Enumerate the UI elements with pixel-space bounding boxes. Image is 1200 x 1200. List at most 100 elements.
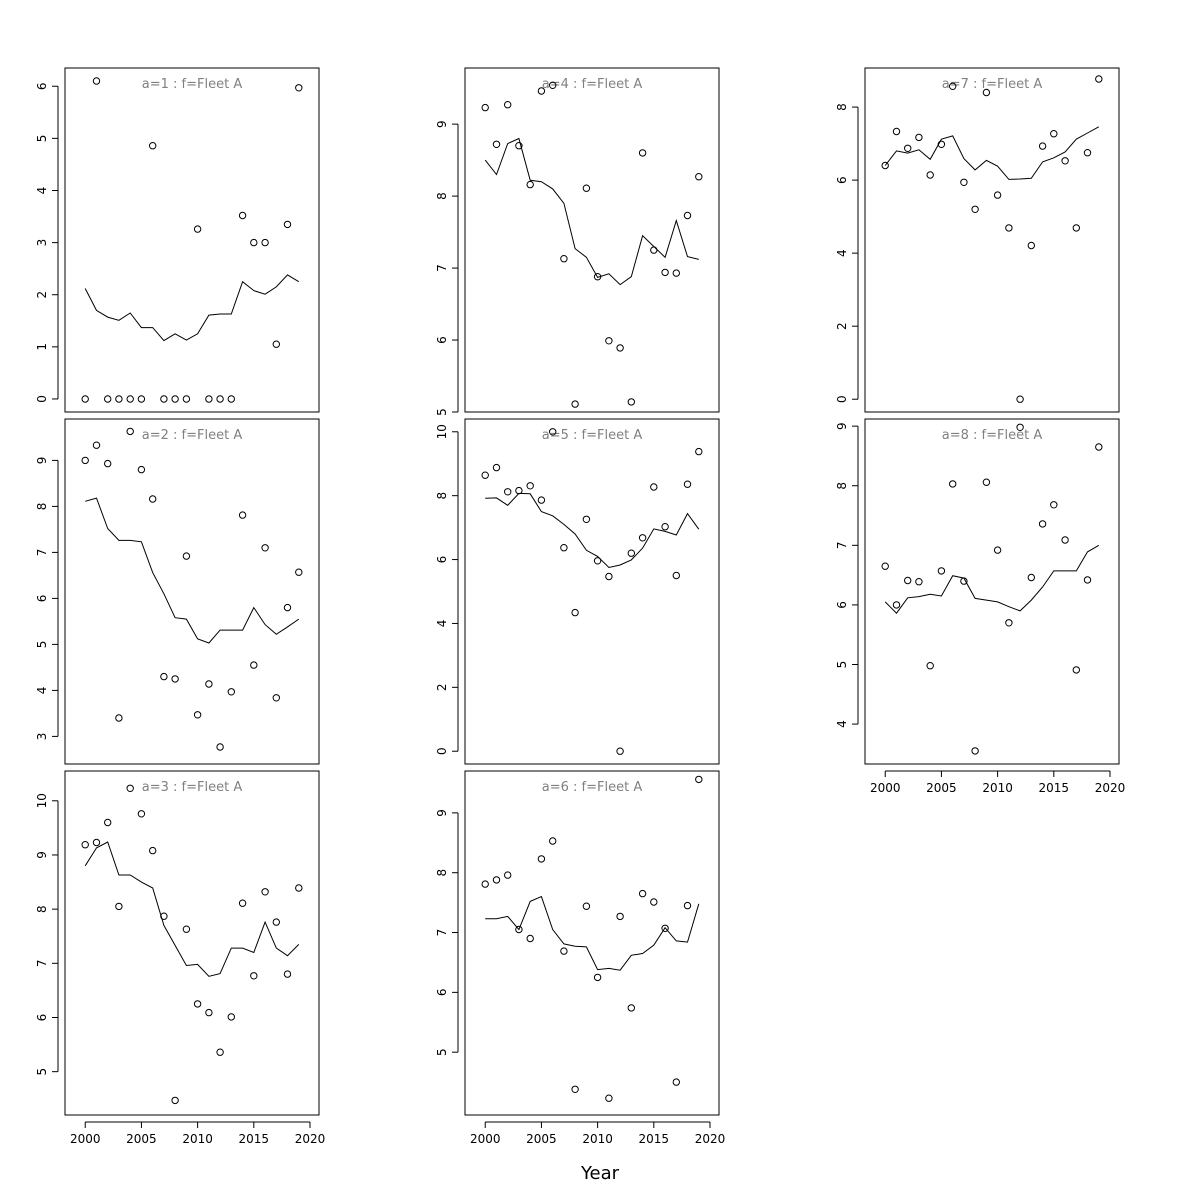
data-point <box>126 427 134 436</box>
data-point <box>672 571 680 580</box>
data-point <box>526 482 534 490</box>
panel-title: a=7 : f=Fleet A <box>942 77 1043 92</box>
data-point <box>605 1094 613 1102</box>
data-point <box>537 855 546 863</box>
y-tick-label: 8 <box>435 869 449 877</box>
data-point <box>160 672 168 681</box>
y-tick-label: 6 <box>435 989 449 997</box>
panel-title: a=2 : f=Fleet A <box>142 428 243 443</box>
data-point <box>993 191 1002 199</box>
panel-frame <box>464 770 720 1116</box>
data-point <box>526 934 534 943</box>
data-point <box>227 1013 236 1021</box>
data-point <box>504 871 512 879</box>
x-tick-label: 2015 <box>239 1132 270 1146</box>
panel-8: 4 5 6 7 8 9 a=8 : f=Fleet A 2000 2005 2010 2015 202… <box>835 418 1125 795</box>
data-point <box>937 567 946 575</box>
panel-5: 0 2 4 6 8 10 a=5 : f=Fleet A <box>435 418 720 765</box>
data-point <box>1050 130 1058 138</box>
data-point <box>904 576 912 585</box>
data-point <box>1027 241 1036 250</box>
y-tick-label: 4 <box>435 620 449 628</box>
y-tick-label: 6 <box>35 1014 49 1022</box>
y-tick-label: 8 <box>835 103 849 111</box>
data-point <box>261 888 269 896</box>
data-point <box>881 161 889 170</box>
data-point <box>960 577 968 585</box>
data-point <box>904 144 912 153</box>
y-tick-label: 5 <box>35 135 49 143</box>
data-point <box>205 680 213 688</box>
data-point <box>1095 443 1103 451</box>
y-tick-label: 9 <box>435 120 449 128</box>
data-point <box>526 180 534 189</box>
y-tick-label: 4 <box>835 720 849 728</box>
data-point <box>650 483 658 491</box>
panel-title: a=3 : f=Fleet A <box>142 780 243 795</box>
data-point <box>661 268 669 277</box>
y-tick-label: 1 <box>35 343 49 351</box>
x-tick-label: 2010 <box>582 1132 613 1146</box>
fitted-line <box>84 274 300 342</box>
panel-7: 0 2 4 6 8 a=7 : f=Fleet A <box>835 67 1120 413</box>
data-point <box>193 1000 202 1008</box>
data-point <box>227 395 236 403</box>
x-tick-label: 2015 <box>639 1132 670 1146</box>
panel-6: 5 6 7 8 9 a=6 : f=Fleet A 2000 2005 2010 2015 2020 <box>435 770 725 1146</box>
data-point <box>182 552 191 560</box>
y-tick-label: 5 <box>35 1068 49 1076</box>
data-point <box>227 688 236 696</box>
data-point <box>695 447 703 456</box>
data-point <box>115 395 123 403</box>
data-point <box>137 465 146 474</box>
x-tick-label: 2010 <box>982 781 1013 795</box>
data-point <box>1038 520 1047 528</box>
data-point <box>515 486 523 495</box>
data-point <box>650 898 658 906</box>
y-tick-label: 6 <box>435 336 449 344</box>
fitted-line <box>884 544 1100 614</box>
y-tick-label: 9 <box>35 457 49 465</box>
panel-3: 5 6 7 8 9 10 a=3 : f=Fleet A 2000 2005 2010 2015 20… <box>35 770 325 1146</box>
data-point <box>504 101 512 109</box>
data-point <box>892 127 901 136</box>
x-axis-label: Year <box>580 1163 620 1184</box>
x-tick-label: 2010 <box>182 1132 213 1146</box>
data-point <box>272 918 280 926</box>
y-tick-label: 5 <box>435 408 449 416</box>
data-point <box>193 711 202 719</box>
panel-title: a=8 : f=Fleet A <box>942 428 1043 443</box>
x-tick-label: 2000 <box>470 1132 501 1146</box>
data-point <box>683 211 692 220</box>
y-tick-label: 4 <box>35 687 49 695</box>
data-point <box>915 133 923 142</box>
data-point <box>537 496 546 504</box>
data-point <box>504 488 512 496</box>
data-point <box>238 211 247 220</box>
data-point <box>104 459 112 468</box>
data-point <box>982 88 991 97</box>
data-point <box>638 889 647 898</box>
data-point <box>182 395 191 403</box>
data-point <box>250 972 258 980</box>
data-point <box>571 1085 579 1094</box>
data-point <box>971 747 979 755</box>
data-point <box>1005 224 1013 232</box>
data-point <box>926 662 934 670</box>
data-point <box>1083 149 1092 157</box>
data-point <box>960 178 968 187</box>
fitted-line <box>84 841 300 977</box>
data-point <box>672 1078 680 1086</box>
x-tick-label: 2000 <box>70 1132 101 1146</box>
y-tick-label: 6 <box>835 601 849 609</box>
data-point <box>205 1008 213 1017</box>
fitted-line <box>484 137 699 286</box>
data-point <box>137 810 146 818</box>
fitted-line <box>884 126 1100 180</box>
y-tick-label: 2 <box>835 322 849 330</box>
y-tick-label: 3 <box>35 733 49 741</box>
panel-frame <box>64 67 320 413</box>
data-point <box>661 523 669 531</box>
data-point <box>616 344 624 352</box>
panel-2: 3 4 5 6 7 8 9 a=2 : f=Fleet A <box>35 418 320 765</box>
